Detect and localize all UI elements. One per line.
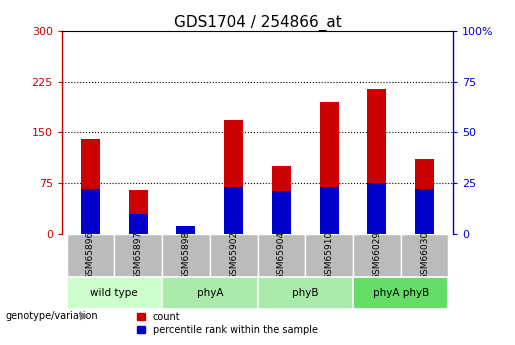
Bar [305, 234, 353, 277]
Bar [129, 190, 148, 234]
Bar [129, 214, 148, 234]
Text: GSM65896: GSM65896 [86, 231, 95, 280]
Legend: count, percentile rank within the sample: count, percentile rank within the sample [137, 312, 318, 335]
Title: GDS1704 / 254866_at: GDS1704 / 254866_at [174, 15, 341, 31]
Bar [258, 277, 353, 309]
Bar [258, 234, 305, 277]
Text: GSM66029: GSM66029 [372, 231, 381, 280]
Bar [353, 277, 449, 309]
Bar [367, 89, 386, 234]
Bar [224, 187, 243, 234]
Text: phyB: phyB [292, 288, 318, 298]
Text: ▶: ▶ [80, 311, 89, 321]
Bar [272, 166, 291, 234]
Bar [415, 159, 434, 234]
Bar [210, 234, 258, 277]
Bar [162, 234, 210, 277]
Bar [66, 277, 162, 309]
Bar [319, 102, 339, 234]
Bar [224, 120, 243, 234]
Bar [367, 183, 386, 234]
Bar [66, 234, 114, 277]
Bar [415, 189, 434, 234]
Text: GSM65897: GSM65897 [134, 231, 143, 280]
Text: GSM65902: GSM65902 [229, 231, 238, 280]
Bar [114, 234, 162, 277]
Bar [319, 187, 339, 234]
Text: GSM65898: GSM65898 [181, 231, 191, 280]
Bar [176, 226, 196, 234]
Bar [81, 139, 100, 234]
Bar [353, 234, 401, 277]
Text: GSM65910: GSM65910 [324, 231, 334, 280]
Bar [401, 234, 449, 277]
Bar [81, 189, 100, 234]
Text: phyA: phyA [197, 288, 223, 298]
Text: genotype/variation: genotype/variation [5, 311, 98, 321]
Bar [162, 277, 258, 309]
Bar [272, 191, 291, 234]
Bar [176, 227, 196, 234]
Text: GSM65904: GSM65904 [277, 231, 286, 280]
Text: GSM66030: GSM66030 [420, 231, 429, 280]
Text: wild type: wild type [91, 288, 138, 298]
Text: phyA phyB: phyA phyB [372, 288, 429, 298]
